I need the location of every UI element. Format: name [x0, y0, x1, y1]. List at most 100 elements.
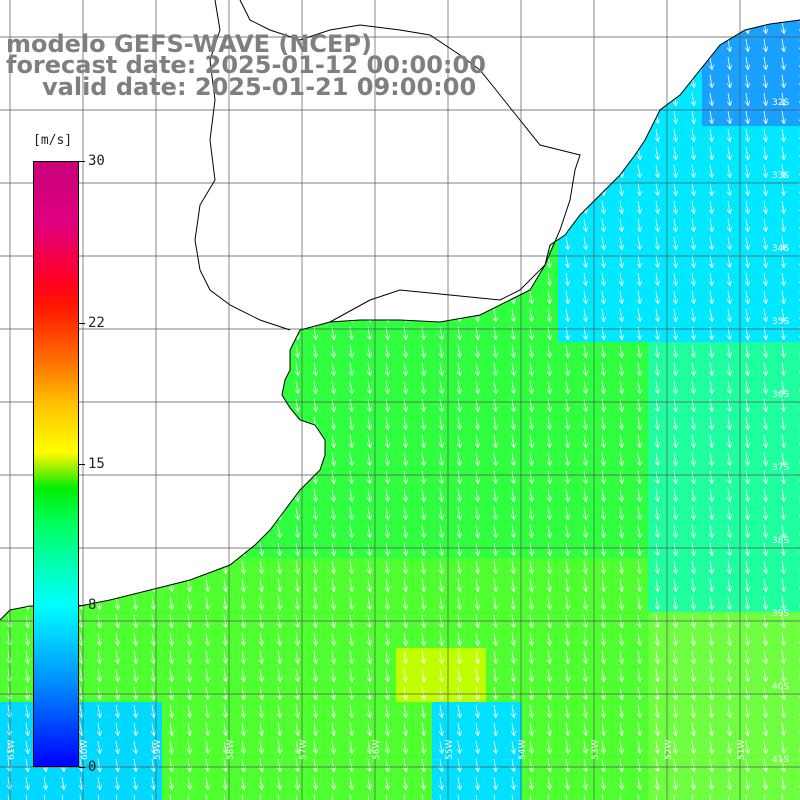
wind-cell [162, 414, 181, 433]
wind-cell [216, 504, 235, 523]
wind-arrow [26, 578, 28, 591]
wind-cell [306, 198, 325, 217]
wind-cell [738, 432, 757, 451]
wind-arrow [296, 578, 298, 591]
wind-cell [162, 738, 181, 757]
wind-cell [720, 324, 739, 343]
wind-cell [558, 108, 577, 127]
wind-arrow [494, 560, 496, 573]
wind-cell [450, 666, 469, 685]
wind-cell [792, 144, 800, 163]
wind-arrow [728, 182, 730, 195]
wind-arrow [386, 452, 388, 465]
wind-cell [324, 720, 343, 739]
wind-arrow [764, 128, 766, 141]
wind-arrow [728, 470, 730, 483]
wind-cell [522, 396, 541, 415]
wind-cell [504, 666, 523, 685]
wind-cell [576, 72, 595, 91]
wind-cell [468, 234, 487, 253]
wind-arrow [638, 164, 640, 177]
wind-cell [216, 576, 235, 595]
wind-arrow [512, 542, 514, 555]
wind-cell [306, 576, 325, 595]
wind-cell [162, 576, 181, 595]
lon-label: 59W [153, 740, 163, 760]
wind-cell [306, 378, 325, 397]
wind-cell [522, 288, 541, 307]
wind-arrow [386, 398, 388, 411]
wind-cell [594, 90, 613, 109]
wind-cell [540, 612, 559, 631]
wind-cell [738, 252, 757, 271]
wind-cell [576, 396, 595, 415]
wind-cell [630, 756, 649, 775]
wind-cell [576, 360, 595, 379]
wind-arrow [548, 524, 550, 537]
wind-arrow [116, 560, 118, 573]
wind-arrow [422, 110, 424, 123]
wind-arrow [620, 542, 622, 555]
wind-arrow [746, 56, 748, 69]
wind-arrow [224, 434, 226, 447]
wind-cell [612, 720, 631, 739]
wind-arrow [188, 578, 190, 591]
wind-cell [792, 756, 800, 775]
wind-arrow [296, 380, 298, 393]
wind-arrow [170, 272, 172, 285]
wind-cell [702, 252, 721, 271]
wind-arrow [440, 506, 442, 519]
wind-cell [648, 90, 667, 109]
wind-cell [144, 558, 163, 577]
colorbar-tick-mark [79, 464, 85, 465]
wind-cell [612, 756, 631, 775]
wind-arrow [638, 380, 640, 393]
wind-cell [774, 90, 793, 109]
wind-arrow [386, 380, 388, 393]
wind-cell [324, 468, 343, 487]
wind-cell [684, 540, 703, 559]
wind-cell [594, 594, 613, 613]
wind-cell [342, 522, 361, 541]
wind-cell [234, 162, 253, 181]
wind-cell [0, 522, 19, 541]
wind-arrow [494, 20, 496, 33]
wind-cell [666, 468, 685, 487]
wind-arrow [368, 146, 370, 159]
wind-arrow [638, 542, 640, 555]
wind-arrow [674, 254, 676, 267]
wind-cell [198, 144, 217, 163]
wind-arrow [512, 398, 514, 411]
wind-cell [198, 450, 217, 469]
wind-cell [702, 684, 721, 703]
wind-cell [630, 684, 649, 703]
wind-cell [666, 504, 685, 523]
wind-cell [468, 126, 487, 145]
wind-cell [630, 630, 649, 649]
wind-cell [108, 792, 127, 800]
wind-cell [324, 630, 343, 649]
wind-cell [252, 144, 271, 163]
wind-cell [792, 216, 800, 235]
wind-arrow [638, 290, 640, 303]
wind-arrow [728, 578, 730, 591]
wind-cell [180, 324, 199, 343]
wind-arrow [692, 452, 694, 465]
wind-cell [414, 378, 433, 397]
wind-cell [486, 378, 505, 397]
wind-cell [558, 54, 577, 73]
wind-arrow [386, 344, 388, 357]
wind-cell [198, 216, 217, 235]
wind-arrow [674, 452, 676, 465]
wind-cell [738, 54, 757, 73]
wind-arrow [656, 488, 658, 501]
wind-arrow [440, 128, 442, 141]
wind-arrow [368, 3, 370, 15]
wind-arrow [782, 38, 784, 51]
wind-cell [504, 684, 523, 703]
wind-cell [126, 504, 145, 523]
wind-cell [234, 198, 253, 217]
wind-arrow [278, 524, 280, 537]
wind-cell [558, 792, 577, 800]
wind-cell [720, 450, 739, 469]
